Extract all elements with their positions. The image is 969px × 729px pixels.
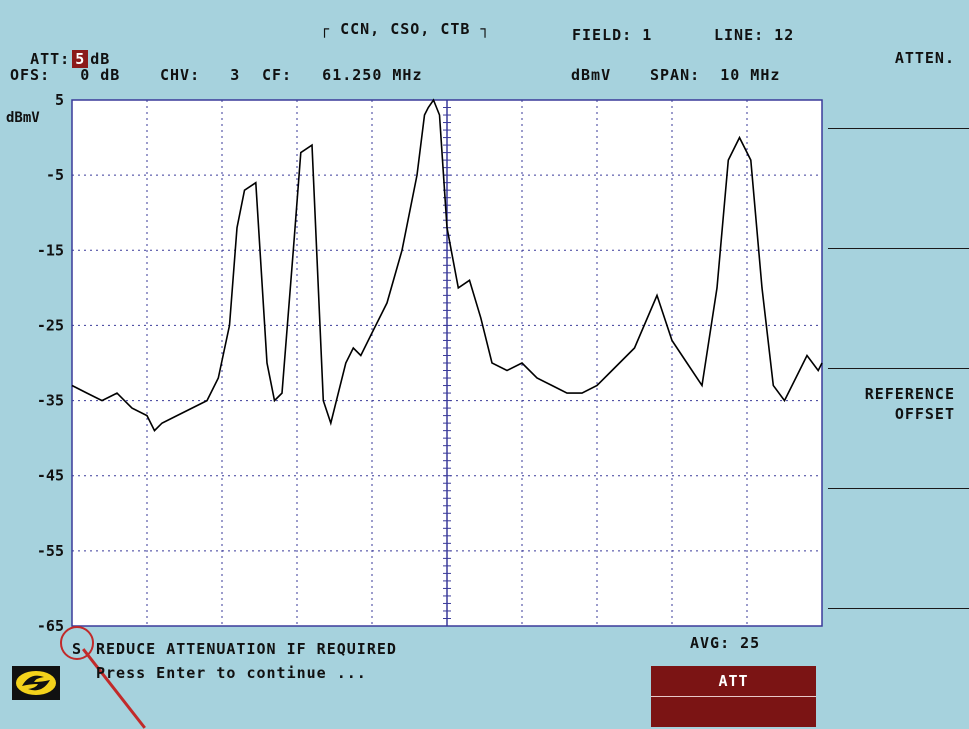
- offset-readout: OFS: 0 dB: [10, 66, 121, 84]
- average-readout: AVG: 25: [690, 634, 761, 652]
- field-readout: FIELD: 1: [572, 26, 653, 44]
- mode-title: ┌ CCN, CSO, CTB ┐: [320, 20, 491, 38]
- y-tick-label: -35: [37, 392, 64, 410]
- channel-readout: CHV: 3: [160, 66, 241, 84]
- y-tick-label: -25: [37, 316, 64, 334]
- line-readout: LINE: 12: [714, 26, 795, 44]
- att-softkey-button[interactable]: ATT: [651, 666, 816, 727]
- y-tick-label: -15: [37, 241, 64, 259]
- softkey-divider: [828, 488, 969, 489]
- y-tick-label: -55: [37, 542, 64, 560]
- continue-prompt: Press Enter to continue ...: [96, 664, 367, 682]
- softkey-reference-offset-line2: OFFSET: [894, 405, 955, 423]
- spectrum-trace: [71, 98, 823, 432]
- softkey-divider: [828, 608, 969, 609]
- brand-logo-icon: [12, 666, 60, 700]
- softkey-divider: [828, 248, 969, 249]
- att-label: ATT:: [30, 50, 71, 68]
- softkey-reference-offset[interactable]: REFERENCE OFFSET: [865, 384, 955, 424]
- softkey-atten[interactable]: ATTEN.: [894, 49, 955, 67]
- att-softkey-rule: [651, 696, 816, 697]
- status-message: REDUCE ATTENUATION IF REQUIRED: [96, 640, 397, 658]
- y-tick-label: 5: [55, 91, 64, 109]
- att-unit: dB: [90, 50, 111, 68]
- status-highlight-circle: [60, 626, 94, 660]
- softkey-reference-offset-line1: REFERENCE: [864, 385, 955, 403]
- unit-readout: dBmV: [571, 66, 612, 84]
- status-letter: S: [72, 640, 83, 658]
- center-frequency-readout: CF: 61.250 MHz: [262, 66, 423, 84]
- softkey-divider: [828, 128, 969, 129]
- span-readout: SPAN: 10 MHz: [650, 66, 781, 84]
- att-value-badge[interactable]: 5: [72, 50, 89, 68]
- att-readout: ATT: 5 dB: [10, 32, 110, 68]
- y-tick-label: -65: [37, 617, 64, 635]
- y-tick-label: -5: [46, 166, 64, 184]
- mode-title-text: CCN, CSO, CTB: [340, 20, 471, 38]
- softkey-divider: [828, 368, 969, 369]
- y-tick-label: -45: [37, 467, 64, 485]
- y-unit-label: dBmV: [6, 110, 40, 126]
- att-softkey-label: ATT: [718, 672, 749, 690]
